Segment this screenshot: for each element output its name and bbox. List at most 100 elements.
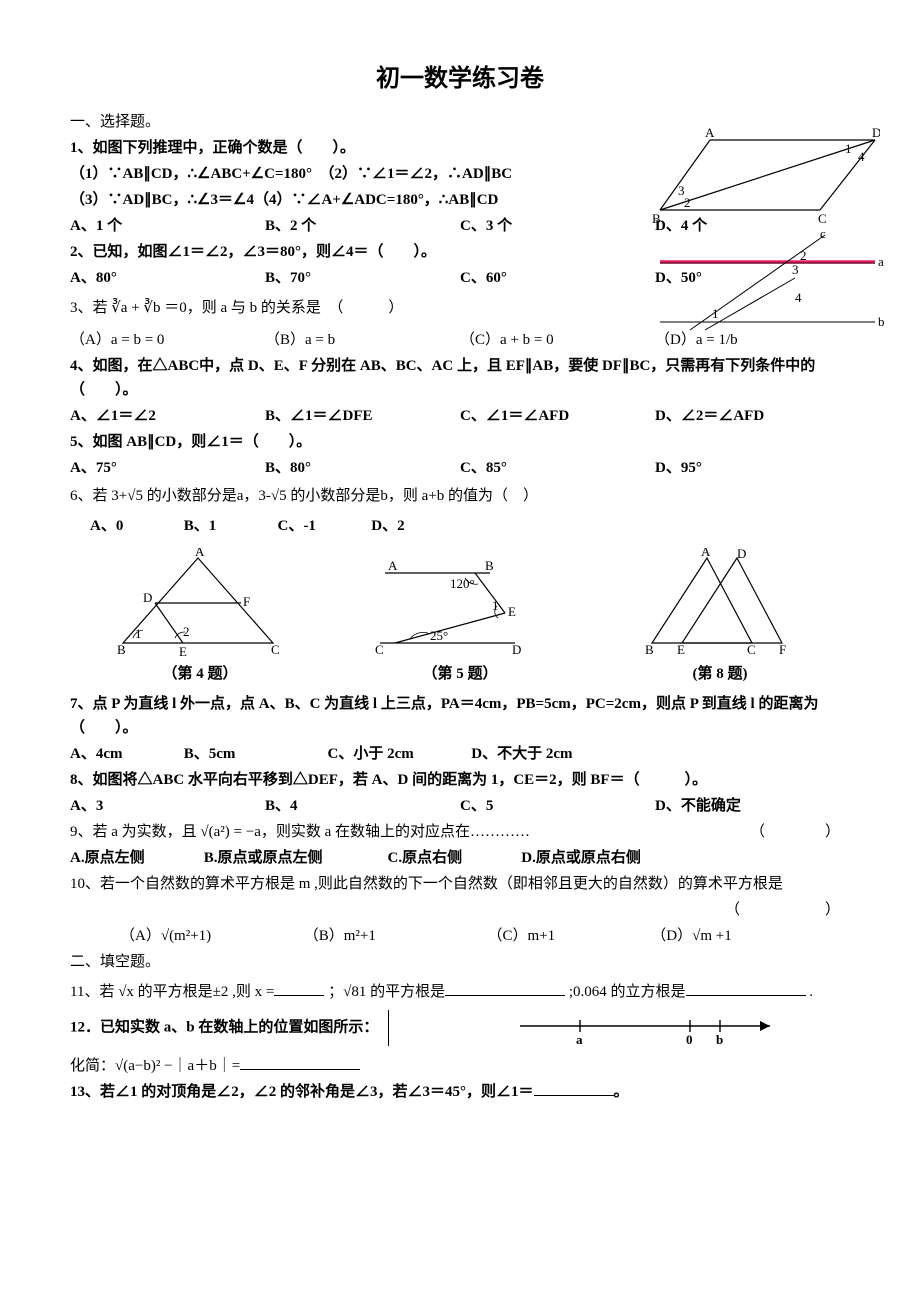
- q6-opt-d: D、2: [371, 514, 461, 538]
- q12-divider: [388, 1010, 389, 1046]
- q12-simp-line: 化简：√(a−b)² −｜a＋b｜=: [70, 1054, 850, 1078]
- q3-options: （A）a = b = 0 （B）a = b （C）a + b = 0 （D）a …: [70, 328, 850, 352]
- q4-options: A、∠1＝∠2 B、∠1＝∠DFE C、∠1＝∠AFD D、∠2＝∠AFD: [70, 404, 850, 428]
- svg-text:B: B: [645, 642, 654, 657]
- q8-opt-a: A、3: [70, 794, 265, 818]
- q12-stem-line: 12．已知实数 a、b 在数轴上的位置如图所示： a 0 b: [70, 1010, 850, 1046]
- q11-blank2: [445, 995, 565, 996]
- q9-opt-a: A.原点左侧: [70, 846, 200, 870]
- q6-options: A、0 B、1 C、-1 D、2: [70, 514, 850, 538]
- q3-opt-a: （A）a = b = 0: [70, 328, 265, 352]
- q7-stem: 7、点 P 为直线 l 外一点，点 A、B、C 为直线 l 上三点，PA＝4cm…: [70, 692, 850, 740]
- svg-text:b: b: [878, 314, 885, 329]
- q5-opt-d: D、95°: [655, 456, 850, 480]
- svg-text:E: E: [677, 642, 685, 657]
- q3-opt-c: （C）a + b = 0: [460, 328, 655, 352]
- svg-text:D: D: [143, 590, 152, 605]
- svg-text:1: 1: [492, 598, 499, 613]
- q2-opt-a: A、80°: [70, 266, 265, 290]
- svg-text:25°: 25°: [430, 628, 448, 643]
- q10-opt-a: （A）√(m²+1): [120, 924, 300, 948]
- q1-opt-a: A、1 个: [70, 214, 265, 238]
- q9-opt-b: B.原点或原点左侧: [204, 846, 384, 870]
- q3-stem: 3、若 ∛a + ∛b ＝0，则 a 与 b 的关系是 （ ）: [70, 296, 850, 320]
- section-1-heading: 一、选择题。: [70, 110, 850, 134]
- q13-line: 13、若∠1 的对顶角是∠2，∠2 的邻补角是∠3，若∠3＝45°，则∠1＝ 。: [70, 1080, 850, 1104]
- q10-opt-c: （C）m+1: [488, 924, 648, 948]
- svg-text:0: 0: [686, 1032, 693, 1046]
- q13-end: 。: [614, 1084, 629, 1100]
- q11-pre: 11、若 √x 的平方根是±2 ,则 x =: [70, 984, 274, 1000]
- figure-q12-numberline: a 0 b: [510, 1006, 790, 1046]
- q7-opt-d: D、不大于 2cm: [471, 742, 572, 766]
- svg-text:D: D: [872, 125, 880, 140]
- q5-stem: 5、如图 AB∥CD，则∠1＝（ ）。: [70, 430, 850, 454]
- q1-sub1: （1）∵AB∥CD，∴∠ABC+∠C=180° （2）∵∠1＝∠2，∴AD∥BC: [70, 162, 850, 186]
- svg-text:F: F: [779, 642, 786, 657]
- figure-q8: AD BE CF: [637, 548, 807, 658]
- q9-paren: （ ）: [750, 820, 850, 844]
- section-2-heading: 二、填空题。: [70, 950, 850, 974]
- svg-text:a: a: [878, 254, 884, 269]
- figure-row: A DF BEC 1 2 AB CD E 120° 25° 1 AD BE CF: [70, 548, 850, 658]
- q11-blank3: [686, 995, 806, 996]
- svg-text:F: F: [243, 594, 250, 609]
- q2-stem: 2、已知，如图∠1＝∠2，∠3＝80°，则∠4＝（ ）。: [70, 240, 850, 264]
- q8-opt-b: B、4: [265, 794, 460, 818]
- q1-sub2: （3）∵AD∥BC，∴∠3＝∠4（4）∵∠A+∠ADC=180°，∴AB∥CD: [70, 188, 850, 212]
- figcap-5: （第 5 题）: [380, 662, 540, 686]
- svg-text:A: A: [388, 558, 398, 573]
- svg-text:B: B: [485, 558, 494, 573]
- q5-opt-c: C、85°: [460, 456, 655, 480]
- q7-options: A、4cm B、5cm C、小于 2cm D、不大于 2cm: [70, 742, 850, 766]
- q7-opt-b: B、5cm: [184, 742, 324, 766]
- q10-options: （A）√(m²+1) （B）m²+1 （C）m+1 （D）√m +1: [70, 924, 850, 948]
- q11-line: 11、若 √x 的平方根是±2 ,则 x = ；√81 的平方根是 ;0.064…: [70, 980, 850, 1004]
- q1-opt-c: C、3 个: [460, 214, 655, 238]
- q10-stem: 10、若一个自然数的算术平方根是 m ,则此自然数的下一个自然数（即相邻且更大的…: [70, 872, 850, 896]
- q6-stem: 6、若 3+√5 的小数部分是a，3-√5 的小数部分是b，则 a+b 的值为（…: [70, 484, 850, 508]
- figure-q4: A DF BEC 1 2: [113, 548, 283, 658]
- q13-blank: [534, 1095, 614, 1096]
- q10-paren-line: （ ）: [70, 898, 850, 922]
- svg-text:A: A: [701, 548, 711, 559]
- q8-opt-c: C、5: [460, 794, 655, 818]
- svg-text:D: D: [512, 642, 521, 657]
- svg-text:E: E: [179, 644, 187, 658]
- page-title: 初一数学练习卷: [70, 60, 850, 98]
- q6-opt-b: B、1: [184, 514, 274, 538]
- q11-mid2: ;0.064 的立方根是: [569, 984, 686, 1000]
- q13-stem: 13、若∠1 的对顶角是∠2，∠2 的邻补角是∠3，若∠3＝45°，则∠1＝: [70, 1084, 534, 1100]
- q12-stem: 12．已知实数 a、b 在数轴上的位置如图所示：: [70, 1020, 378, 1036]
- q11-end: .: [809, 984, 813, 1000]
- svg-text:C: C: [271, 642, 280, 657]
- q4-opt-a: A、∠1＝∠2: [70, 404, 265, 428]
- q8-opt-d: D、不能确定: [655, 794, 850, 818]
- q9-opt-c: C.原点右侧: [388, 846, 518, 870]
- q5-options: A、75° B、80° C、85° D、95°: [70, 456, 850, 480]
- q2-opt-d: D、50°: [655, 266, 850, 290]
- figcap-4: （第 4 题）: [120, 662, 280, 686]
- svg-text:E: E: [508, 604, 516, 619]
- svg-text:b: b: [716, 1032, 723, 1046]
- q9-opt-d: D.原点或原点右侧: [521, 846, 641, 870]
- q6-opt-a: A、0: [90, 514, 180, 538]
- q8-options: A、3 B、4 C、5 D、不能确定: [70, 794, 850, 818]
- svg-text:B: B: [117, 642, 126, 657]
- q4-opt-b: B、∠1＝∠DFE: [265, 404, 460, 428]
- q3-opt-d: （D）a = 1/b: [655, 328, 850, 352]
- q11-mid1: ；√81 的平方根是: [328, 984, 445, 1000]
- q4-stem: 4、如图，在△ABC中，点 D、E、F 分别在 AB、BC、AC 上，且 EF∥…: [70, 354, 850, 402]
- q1-options: A、1 个 B、2 个 C、3 个 D、4 个: [70, 214, 850, 238]
- q5-opt-b: B、80°: [265, 456, 460, 480]
- q10-opt-d: （D）√m +1: [651, 924, 731, 948]
- q5-opt-a: A、75°: [70, 456, 265, 480]
- q4-opt-d: D、∠2＝∠AFD: [655, 404, 850, 428]
- q1-opt-d: D、4 个: [655, 214, 850, 238]
- figure-q5: AB CD E 120° 25° 1: [370, 548, 550, 658]
- q10-opt-b: （B）m²+1: [304, 924, 484, 948]
- svg-text:A: A: [195, 548, 205, 559]
- q11-blank1: [274, 995, 324, 996]
- figcap-8: (第 8 题): [640, 662, 800, 686]
- svg-text:C: C: [375, 642, 384, 657]
